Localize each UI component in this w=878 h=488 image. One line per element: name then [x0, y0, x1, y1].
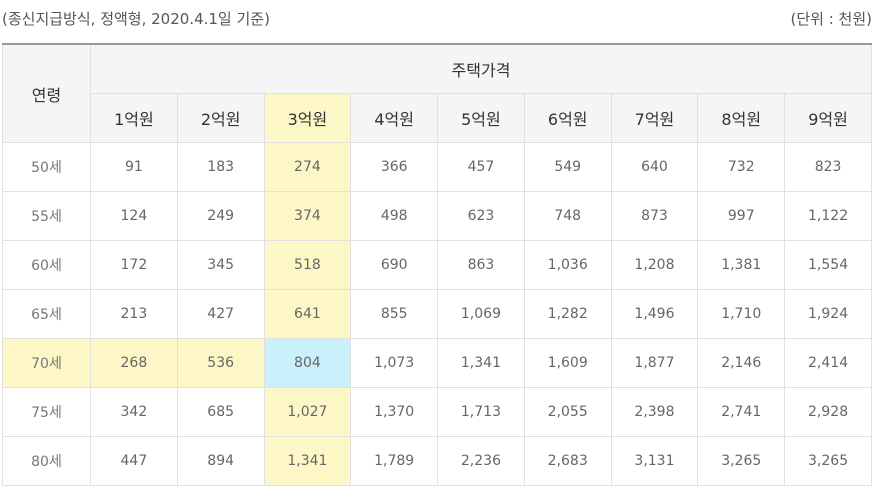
value-cell: 498	[350, 191, 439, 241]
value-cell: 249	[176, 191, 265, 241]
price-header: 1억원	[90, 93, 178, 143]
value-cell: 2,146	[697, 338, 786, 388]
value-cell: 447	[90, 436, 178, 486]
value-cell: 623	[437, 191, 525, 241]
value-cell: 1,282	[523, 289, 612, 339]
price-header: 7억원	[610, 93, 699, 143]
value-cell: 213	[90, 289, 178, 339]
value-cell: 863	[437, 240, 525, 290]
value-cell: 1,122	[784, 191, 872, 241]
value-cell: 641	[263, 289, 352, 339]
age-cell: 50세	[2, 142, 91, 192]
value-cell: 366	[350, 142, 439, 192]
value-cell: 2,928	[784, 387, 872, 437]
value-cell: 685	[176, 387, 265, 437]
value-cell: 823	[784, 142, 872, 192]
value-cell: 1,370	[350, 387, 439, 437]
value-cell: 427	[176, 289, 265, 339]
value-cell: 549	[523, 142, 612, 192]
value-cell: 1,877	[610, 338, 699, 388]
value-cell: 374	[263, 191, 352, 241]
pension-table: 연령 주택가격 1억원 2억원 3억원 4억원 5억원 6억원 7억원 8억원 …	[2, 43, 872, 486]
value-cell: 873	[610, 191, 699, 241]
value-cell: 690	[350, 240, 439, 290]
caption-conditions: (종신지급방식, 정액형, 2020.4.1일 기준)	[2, 10, 270, 28]
value-cell: 1,208	[610, 240, 699, 290]
value-cell: 2,398	[610, 387, 699, 437]
price-header: 5억원	[437, 93, 525, 143]
value-cell: 2,683	[523, 436, 612, 486]
value-cell: 183	[176, 142, 265, 192]
value-cell: 1,341	[437, 338, 525, 388]
price-header: 4억원	[350, 93, 439, 143]
value-cell: 3,131	[610, 436, 699, 486]
table-row: 70세 268 536 804 1,073 1,341 1,609 1,877 2,146 2,4…	[2, 338, 872, 388]
value-cell: 518	[263, 240, 352, 290]
value-cell: 1,496	[610, 289, 699, 339]
age-cell: 80세	[2, 436, 91, 486]
price-header: 6억원	[523, 93, 612, 143]
value-cell: 804	[263, 338, 352, 388]
table-row: 60세 172 345 518 690 863 1,036 1,208 1,381 1,554	[2, 240, 872, 290]
value-cell: 640	[610, 142, 699, 192]
value-cell: 1,069	[437, 289, 525, 339]
value-cell: 1,789	[350, 436, 439, 486]
value-cell: 2,055	[523, 387, 612, 437]
value-cell: 855	[350, 289, 439, 339]
price-header: 9억원	[784, 93, 872, 143]
age-cell: 60세	[2, 240, 91, 290]
table-caption: (종신지급방식, 정액형, 2020.4.1일 기준) (단위 : 천원)	[0, 0, 878, 42]
value-cell: 91	[90, 142, 178, 192]
table-row: 55세 124 249 374 498 623 748 873 997 1,122	[2, 191, 872, 241]
value-cell: 2,236	[437, 436, 525, 486]
value-cell: 1,713	[437, 387, 525, 437]
value-cell: 2,741	[697, 387, 786, 437]
value-cell: 3,265	[697, 436, 786, 486]
age-cell: 65세	[2, 289, 91, 339]
house-price-header: 주택가격	[90, 43, 872, 94]
value-cell: 536	[176, 338, 265, 388]
value-cell: 1,341	[263, 436, 352, 486]
age-cell: 75세	[2, 387, 91, 437]
value-cell: 172	[90, 240, 178, 290]
value-cell: 1,554	[784, 240, 872, 290]
value-cell: 748	[523, 191, 612, 241]
value-cell: 124	[90, 191, 178, 241]
value-cell: 1,924	[784, 289, 872, 339]
table-body: 50세 91 183 274 366 457 549 640 732 823 55세 124 249 37…	[2, 142, 872, 486]
table-row: 80세 447 894 1,341 1,789 2,236 2,683 3,131 3,265 3…	[2, 436, 872, 486]
value-cell: 894	[176, 436, 265, 486]
value-cell: 3,265	[784, 436, 872, 486]
age-cell: 55세	[2, 191, 91, 241]
value-cell: 1,710	[697, 289, 786, 339]
value-cell: 268	[90, 338, 178, 388]
price-header-highlighted: 3억원	[263, 93, 352, 143]
table-row: 65세 213 427 641 855 1,069 1,282 1,496 1,710 1,924	[2, 289, 872, 339]
value-cell: 1,036	[523, 240, 612, 290]
value-cell: 997	[697, 191, 786, 241]
table-row: 50세 91 183 274 366 457 549 640 732 823	[2, 142, 872, 192]
value-cell: 732	[697, 142, 786, 192]
value-cell: 457	[437, 142, 525, 192]
table-row: 75세 342 685 1,027 1,370 1,713 2,055 2,398 2,741 2…	[2, 387, 872, 437]
value-cell: 1,073	[350, 338, 439, 388]
value-cell: 1,027	[263, 387, 352, 437]
price-header: 2억원	[176, 93, 265, 143]
price-header: 8억원	[697, 93, 786, 143]
value-cell: 345	[176, 240, 265, 290]
age-header: 연령	[2, 43, 91, 143]
value-cell: 2,414	[784, 338, 872, 388]
value-cell: 1,609	[523, 338, 612, 388]
value-cell: 342	[90, 387, 178, 437]
value-cell: 274	[263, 142, 352, 192]
value-cell: 1,381	[697, 240, 786, 290]
age-cell: 70세	[2, 338, 91, 388]
caption-unit: (단위 : 천원)	[790, 10, 873, 28]
